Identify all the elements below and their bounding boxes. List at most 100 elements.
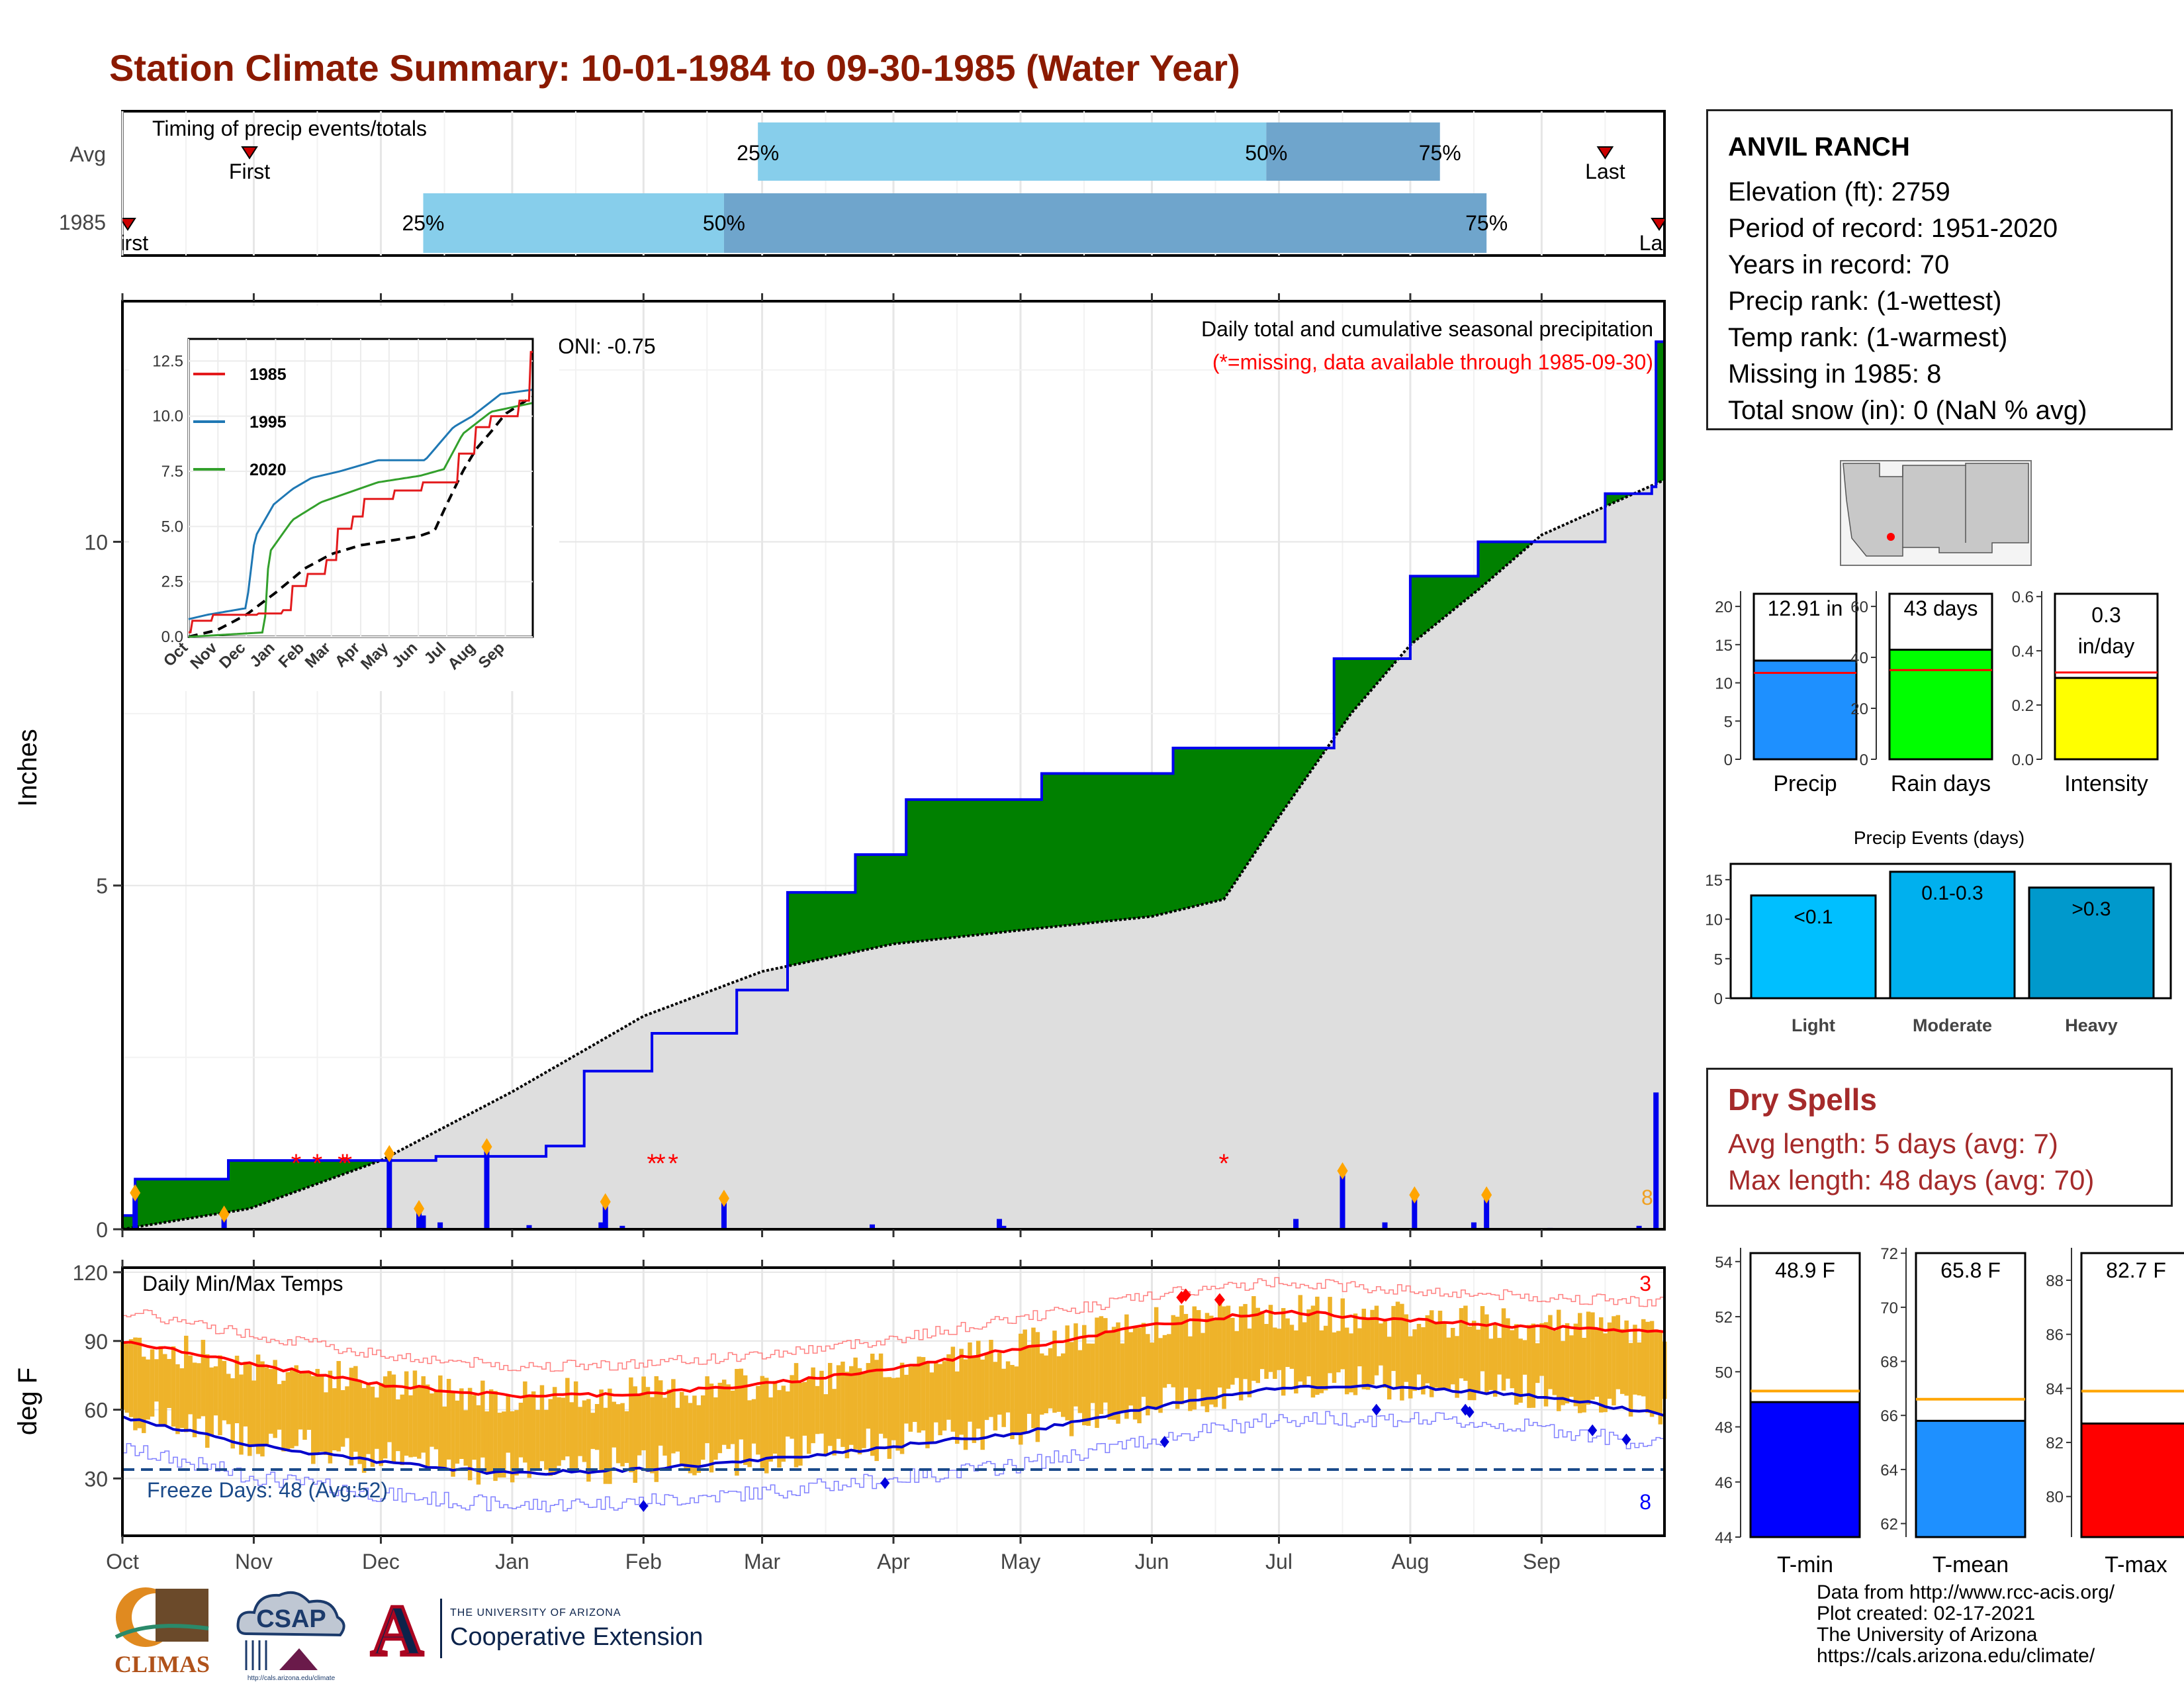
daily-temp-bar	[743, 1375, 748, 1466]
inset-legend-label: 1985	[250, 365, 287, 384]
record-min-count: 8	[1639, 1490, 1651, 1514]
timing-last-marker-icon	[1596, 146, 1614, 160]
daily-temp-bar	[650, 1397, 655, 1474]
csap-logo[interactable]: CSAP http://cals.arizona.edu/climate	[233, 1587, 351, 1683]
daily-temp-bar	[544, 1409, 549, 1470]
daily-temp-bar	[1501, 1308, 1506, 1391]
daily-temp-bar	[1654, 1329, 1659, 1415]
timing-bar-25-50	[758, 122, 1267, 181]
daily-temp-bar	[781, 1385, 786, 1462]
climas-logo[interactable]: CLIMAS	[109, 1581, 215, 1680]
daily-temp-bar	[1065, 1325, 1069, 1421]
daily-temp-bar	[1615, 1315, 1621, 1389]
daily-temp-bar	[184, 1335, 189, 1432]
daily-temp-bar	[696, 1405, 702, 1474]
heavy-event-marker-icon	[218, 1205, 230, 1223]
daily-temp-bar	[997, 1352, 1002, 1415]
ua-logo-mark[interactable]: A	[361, 1592, 433, 1665]
daily-temp-bar	[383, 1376, 388, 1459]
precip-y-label: Inches	[13, 729, 42, 807]
station-info-box: ANVIL RANCH Elevation (ft): 2759 Period …	[1706, 109, 2173, 430]
timing-last-marker-icon	[1651, 218, 1664, 231]
daily-temp-bar	[332, 1388, 337, 1450]
daily-temp-bar	[1633, 1325, 1637, 1395]
daily-temp-bar	[523, 1381, 527, 1463]
daily-temp-bar	[615, 1404, 621, 1464]
daily-temp-bar	[315, 1369, 320, 1453]
daily-temp-bar	[827, 1362, 833, 1446]
daily-temp-bar	[518, 1403, 523, 1458]
daily-temp-bar	[735, 1368, 739, 1476]
daily-temp-bar	[548, 1399, 553, 1476]
daily-precip-bar	[1001, 1225, 1007, 1229]
daily-temp-bar	[768, 1397, 773, 1462]
csap-url: http://cals.arizona.edu/climate	[248, 1675, 336, 1682]
daily-temp-bar	[913, 1366, 917, 1423]
dry-spells-box: Dry Spells Avg length: 5 days (avg: 7) M…	[1706, 1068, 2173, 1207]
daily-temp-bar	[1099, 1316, 1104, 1415]
csap-mountain-icon	[279, 1648, 318, 1670]
station-location-dot	[1887, 533, 1895, 541]
daily-temp-bar	[133, 1337, 138, 1430]
daily-temp-bar	[146, 1359, 150, 1420]
daily-temp-bar	[721, 1380, 727, 1445]
daily-temp-bar	[175, 1364, 180, 1434]
dry-spells-max: Max length: 48 days (avg: 70)	[1728, 1164, 2095, 1196]
daily-temp-bar	[302, 1372, 307, 1440]
daily-temp-bar	[1484, 1314, 1489, 1395]
heavy-event-marker-icon	[1337, 1162, 1348, 1180]
daily-temp-bar	[917, 1356, 921, 1433]
daily-temp-bar	[1315, 1296, 1320, 1395]
daily-temp-bar	[1514, 1324, 1519, 1405]
daily-temp-bar	[1124, 1314, 1129, 1419]
dry-spells-avg: Avg length: 5 days (avg: 7)	[1728, 1128, 2058, 1159]
daily-temp-bar	[273, 1360, 277, 1438]
daily-temp-bar	[891, 1378, 896, 1440]
timing-bar-50-75	[1266, 122, 1440, 181]
daily-precip-bar	[869, 1224, 875, 1229]
precip-count-label: 8	[1641, 1186, 1653, 1209]
daily-temp-bar	[379, 1383, 383, 1466]
daily-temp-bar	[421, 1376, 426, 1453]
daily-temp-bar	[1391, 1305, 1396, 1372]
daily-temp-bar	[747, 1400, 752, 1468]
daily-temp-bar	[654, 1376, 659, 1482]
daily-temp-bar	[1488, 1338, 1494, 1390]
daily-precip-bar	[1412, 1195, 1418, 1229]
daily-temp-bar	[878, 1353, 884, 1434]
daily-temp-bar	[451, 1392, 455, 1477]
daily-temp-bar	[1340, 1298, 1345, 1370]
daily-temp-bar	[1577, 1313, 1582, 1413]
daily-temp-bar	[1395, 1301, 1400, 1389]
daily-temp-bar	[624, 1411, 629, 1464]
daily-temp-bar	[1353, 1313, 1358, 1395]
daily-temp-bar	[836, 1365, 841, 1439]
daily-temp-bar	[222, 1360, 227, 1421]
daily-temp-bar	[306, 1371, 312, 1430]
map-borders	[1902, 465, 1966, 547]
daily-temp-bar	[633, 1386, 638, 1483]
station-elevation: Elevation (ft): 2759	[1728, 177, 1950, 207]
record-min-line	[122, 1411, 1665, 1513]
inset-ytick-label: 7.5	[161, 463, 183, 481]
temperature-panel: 30 60 90 120 Daily Min/Max Temps Freeze Day…	[13, 1260, 1667, 1573]
daily-temp-bar	[171, 1346, 176, 1427]
daily-temp-bar	[387, 1371, 392, 1442]
daily-temp-bar	[1264, 1324, 1269, 1379]
missing-day-marker: *	[291, 1149, 302, 1178]
daily-temp-bar	[197, 1363, 201, 1419]
daily-temp-bar	[353, 1366, 358, 1452]
inset-legend-label: 2020	[250, 461, 287, 479]
month-label: Oct	[106, 1550, 139, 1573]
daily-temp-bar	[1019, 1333, 1023, 1445]
daily-temp-bar	[866, 1363, 871, 1429]
daily-temp-bar	[1467, 1326, 1473, 1401]
daily-temp-bar	[150, 1349, 155, 1417]
daily-temp-bar	[1446, 1337, 1451, 1391]
daily-temp-bar	[234, 1356, 240, 1423]
month-label: May	[1001, 1550, 1040, 1573]
daily-temp-bar	[802, 1382, 807, 1436]
daily-temp-bar	[264, 1367, 269, 1445]
daily-temp-bar	[226, 1374, 231, 1425]
